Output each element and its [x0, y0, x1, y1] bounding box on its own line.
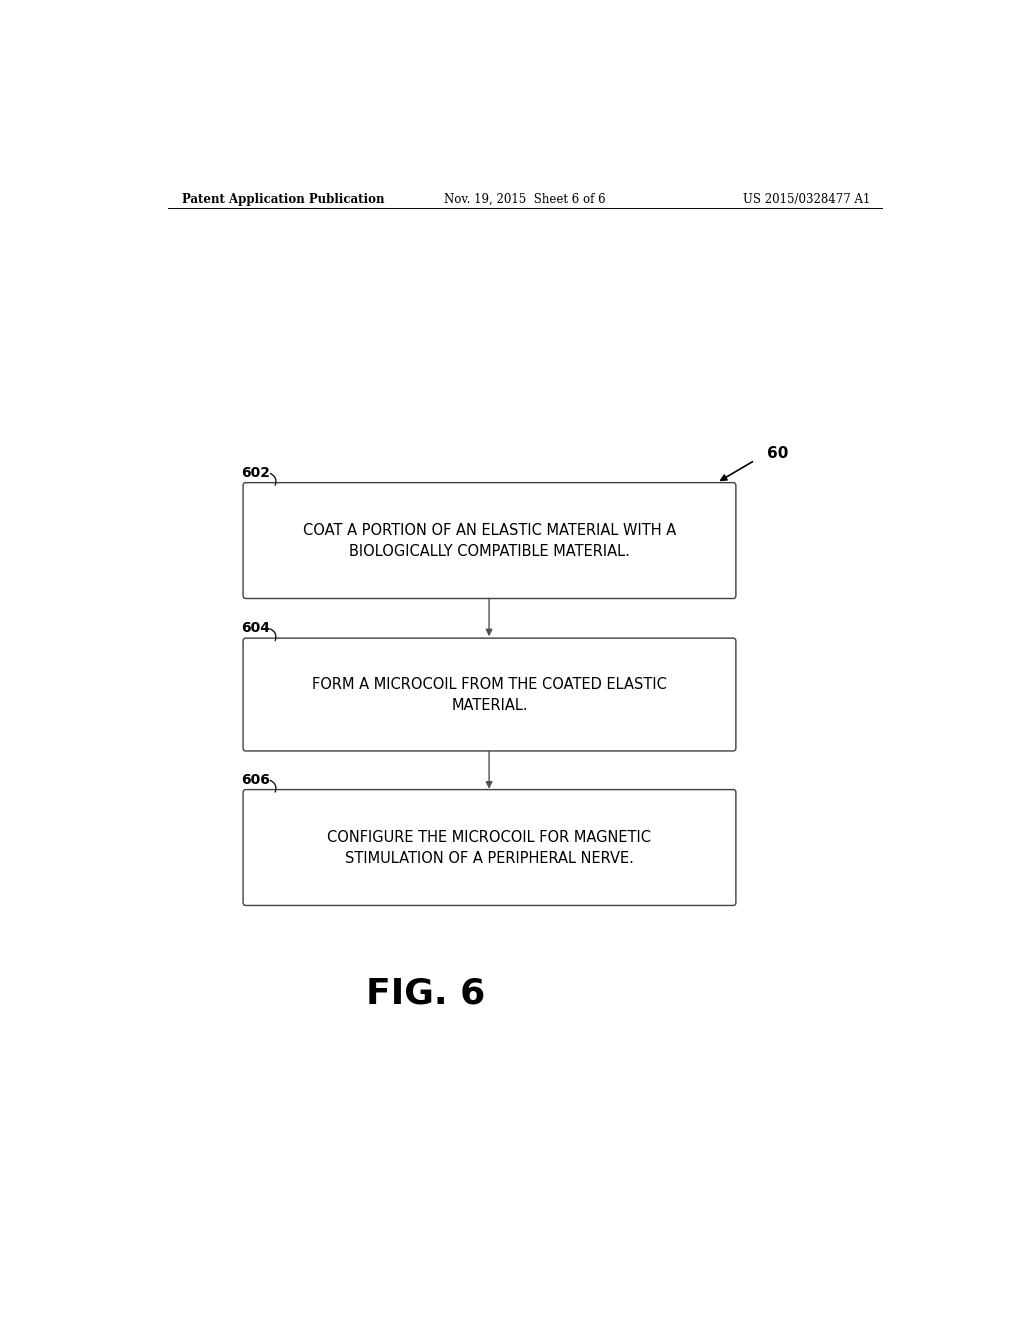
Text: 60: 60 [767, 446, 788, 461]
Text: Nov. 19, 2015  Sheet 6 of 6: Nov. 19, 2015 Sheet 6 of 6 [444, 193, 605, 206]
FancyBboxPatch shape [243, 638, 736, 751]
Text: Patent Application Publication: Patent Application Publication [182, 193, 384, 206]
Text: US 2015/0328477 A1: US 2015/0328477 A1 [742, 193, 870, 206]
Text: FIG. 6: FIG. 6 [366, 977, 485, 1011]
Text: 606: 606 [242, 772, 270, 787]
Text: CONFIGURE THE MICROCOIL FOR MAGNETIC
STIMULATION OF A PERIPHERAL NERVE.: CONFIGURE THE MICROCOIL FOR MAGNETIC STI… [328, 829, 651, 866]
FancyBboxPatch shape [243, 789, 736, 906]
Text: FORM A MICROCOIL FROM THE COATED ELASTIC
MATERIAL.: FORM A MICROCOIL FROM THE COATED ELASTIC… [312, 677, 667, 713]
Text: COAT A PORTION OF AN ELASTIC MATERIAL WITH A
BIOLOGICALLY COMPATIBLE MATERIAL.: COAT A PORTION OF AN ELASTIC MATERIAL WI… [303, 523, 676, 558]
Text: 604: 604 [242, 622, 270, 635]
Text: 602: 602 [242, 466, 270, 479]
FancyBboxPatch shape [243, 483, 736, 598]
